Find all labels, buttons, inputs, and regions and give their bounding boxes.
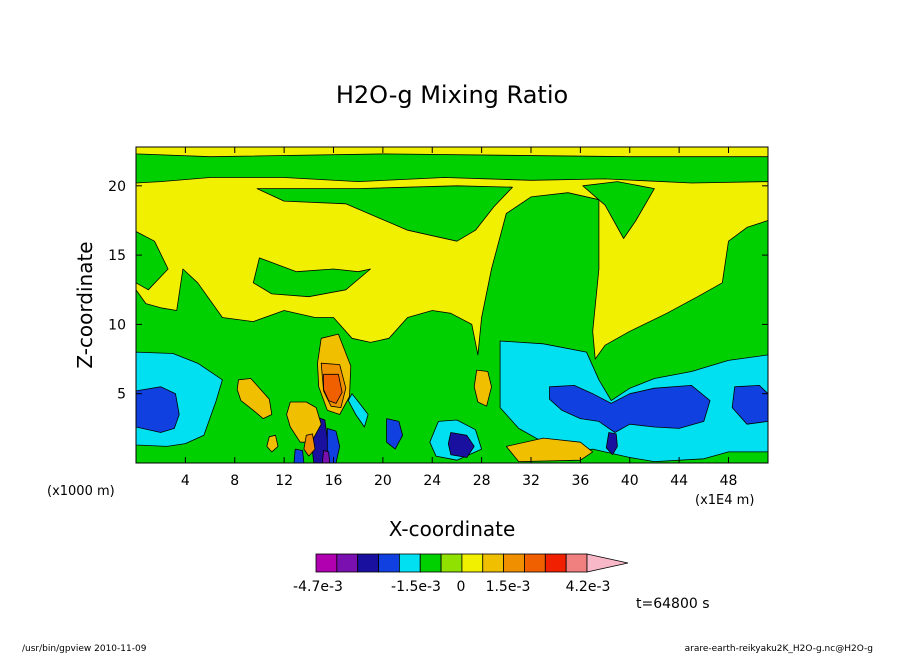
colorbar-tick-label: 0 <box>457 579 466 595</box>
x-axis-ticks: 4 8 12 16 20 24 28 32 36 40 44 48 <box>181 147 738 489</box>
x-tick-label: 44 <box>670 473 688 489</box>
plot-area <box>136 147 768 463</box>
contour-region-light-yellow <box>266 434 279 453</box>
contour-region-green <box>256 185 513 242</box>
colorbar-tick-label: -1.5e-3 <box>391 579 441 595</box>
colorbar-cell <box>419 553 442 573</box>
colorbar-cell <box>524 553 546 573</box>
contour-region-navy <box>605 432 618 456</box>
colorbar-labels: -4.7e-3 -1.5e-3 0 1.5e-3 4.2e-3 <box>293 579 610 595</box>
contour-region-yellow <box>136 177 768 360</box>
colorbar-cell <box>544 553 567 573</box>
colorbar-extend-arrow <box>586 553 629 573</box>
contour-region-blue <box>731 384 768 425</box>
colorbar-cell <box>503 553 525 573</box>
plot-frame <box>135 146 769 464</box>
contour-region-green <box>252 257 371 298</box>
contour-region-yellow <box>136 147 768 158</box>
contour-region-blue <box>386 418 404 450</box>
y-axis-label: Z-coordinate <box>73 241 97 368</box>
y-tick-label: 15 <box>108 248 126 264</box>
contour-region-cyan <box>347 393 369 428</box>
colorbar-tick-label: -4.7e-3 <box>293 579 343 595</box>
chart-title: H2O-g Mixing Ratio <box>336 81 568 109</box>
colorbar-cell <box>398 553 421 573</box>
contour-region-navy <box>447 432 475 458</box>
footer-left: /usr/bin/gpview 2010-11-09 <box>22 644 147 654</box>
colorbar <box>315 553 629 573</box>
contour-region-light-yellow <box>236 378 273 420</box>
contour-region-light-yellow <box>505 437 594 463</box>
y-tick-label: 10 <box>108 317 126 333</box>
contour-region-blue <box>549 384 711 433</box>
x-tick-label: 24 <box>423 473 441 489</box>
contour-region-orange <box>303 433 316 457</box>
contour-region-blue <box>136 386 180 433</box>
x-axis-scale-note: (x1E4 m) <box>695 493 754 508</box>
x-tick-label: 48 <box>720 473 738 489</box>
x-axis-unit-note: (x1000 m) <box>47 484 115 499</box>
x-tick-label: 12 <box>275 473 293 489</box>
colorbar-cell <box>565 553 588 573</box>
contour-region-light-yellow <box>473 369 492 407</box>
colorbar-cell <box>336 553 359 573</box>
x-tick-label: 8 <box>230 473 239 489</box>
contour-region-green <box>136 231 169 291</box>
contour-region-red-orange <box>323 373 343 404</box>
contour-region-blue <box>293 448 305 463</box>
colorbar-cell <box>440 553 463 573</box>
contour-region-green <box>582 181 655 239</box>
x-tick-label: 32 <box>522 473 540 489</box>
contour-region-purple <box>321 450 331 463</box>
x-tick-label: 4 <box>181 473 190 489</box>
y-tick-label: 5 <box>117 387 126 403</box>
time-label: t=64800 s <box>636 596 710 612</box>
colorbar-cell <box>357 553 379 573</box>
x-tick-label: 40 <box>621 473 639 489</box>
colorbar-cell <box>378 553 400 573</box>
y-axis-ticks: 5 10 15 20 <box>108 179 768 403</box>
colorbar-tick-label: 4.2e-3 <box>566 579 611 595</box>
colorbar-cell <box>461 553 484 573</box>
x-tick-label: 20 <box>374 473 392 489</box>
x-tick-label: 36 <box>571 473 589 489</box>
y-tick-label: 20 <box>108 179 126 195</box>
colorbar-cell <box>482 553 505 573</box>
colorbar-cell <box>315 553 338 573</box>
x-axis-label: X-coordinate <box>389 517 516 541</box>
x-tick-label: 16 <box>325 473 343 489</box>
x-tick-label: 28 <box>473 473 491 489</box>
colorbar-tick-label: 1.5e-3 <box>486 579 531 595</box>
footer-right: arare-earth-reikyaku2K_H2O-g.nc@H2O-g <box>685 644 873 654</box>
